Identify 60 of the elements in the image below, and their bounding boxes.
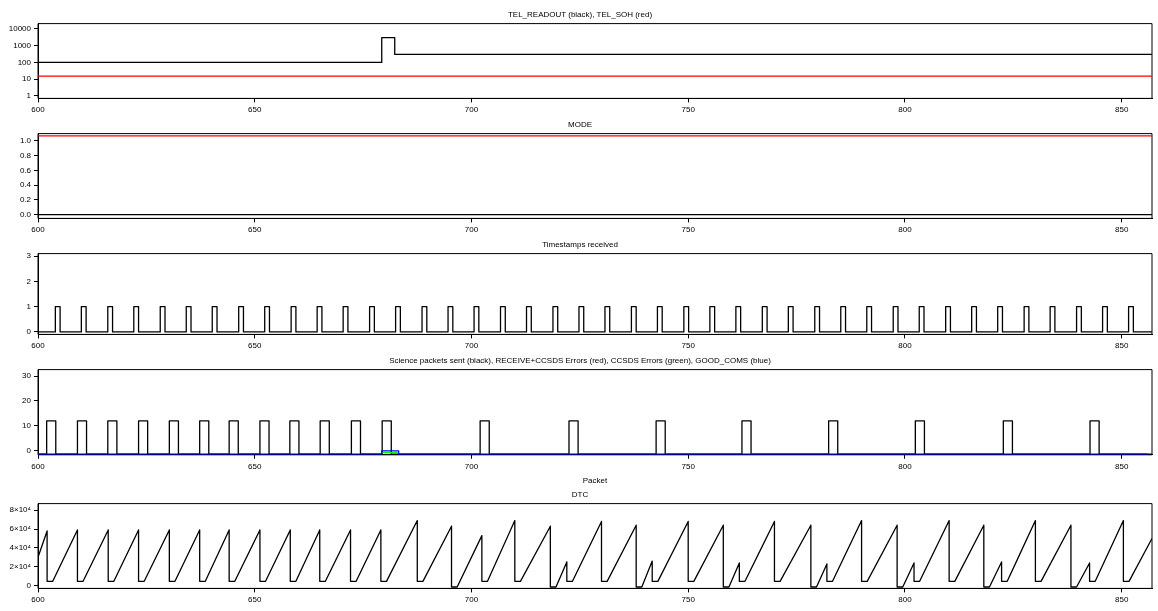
x-tick-label: 750 [681, 595, 696, 605]
y-tick-label: 0.6 [19, 165, 32, 175]
x-tick-label: 650 [248, 341, 262, 351]
x-tick-label: 700 [464, 105, 479, 115]
x-tick-label: 850 [1114, 595, 1129, 605]
x-tick-label: 700 [464, 595, 479, 605]
y-tick-label: 0.0 [19, 209, 32, 219]
y-tick-label: 8×10⁴ [9, 505, 32, 515]
y-tick-label: 1 [26, 91, 32, 101]
x-tick-label: 800 [898, 225, 913, 235]
y-tick-label: 100 [17, 57, 32, 67]
x-tick-label: 850 [1114, 461, 1129, 471]
x-tick-label: 600 [31, 341, 46, 351]
x-tick-label: 750 [681, 225, 696, 235]
y-tick-label: 2 [26, 276, 32, 286]
x-tick-label: 600 [31, 461, 46, 471]
y-tick-label: 0 [26, 446, 32, 456]
x-tick-label: 750 [681, 341, 696, 351]
y-tick-label: 20 [22, 396, 32, 406]
y-tick-label: 10000 [8, 24, 32, 34]
x-tick-label: 800 [898, 595, 913, 605]
y-tick-label: 10 [22, 74, 32, 84]
y-tick-label: 30 [22, 371, 32, 381]
x-tick-label: 800 [898, 461, 913, 471]
x-tick-label: 600 [31, 595, 46, 605]
y-tick-label: 6×10⁴ [9, 524, 32, 534]
y-tick-label: 0.2 [19, 195, 32, 205]
x-tick-label: 600 [31, 105, 46, 115]
x-tick-label: 700 [464, 225, 479, 235]
y-tick-label: 0 [26, 327, 32, 337]
chart-title: DTC [571, 490, 589, 499]
x-tick-label: 700 [464, 341, 479, 351]
x-tick-label: 750 [681, 105, 696, 115]
x-tick-label: 650 [248, 105, 262, 115]
y-tick-label: 0 [26, 580, 32, 590]
x-tick-label: 850 [1114, 225, 1129, 235]
x-axis-title: Packet [582, 476, 608, 486]
chart-title: MODE [568, 120, 592, 129]
x-tick-label: 850 [1114, 105, 1129, 115]
x-tick-label: 650 [248, 461, 262, 471]
x-tick-label: 800 [898, 105, 913, 115]
y-tick-label: 2×10⁴ [9, 561, 32, 571]
y-tick-label: 0.4 [19, 180, 32, 190]
chart-title: Science packets sent (black), RECEIVE+CCSDS Errors (red), CCSDS Errors (green), GOOD_COMS (blue) [389, 356, 772, 365]
x-tick-label: 800 [898, 341, 913, 351]
chart-title: TEL_READOUT (black), TEL_SOH (red) [507, 10, 653, 19]
y-tick-label: 3 [26, 251, 32, 261]
x-tick-label: 850 [1114, 341, 1129, 351]
x-tick-label: 700 [464, 461, 479, 471]
x-tick-label: 650 [248, 595, 262, 605]
y-tick-label: 10 [22, 421, 32, 431]
y-tick-label: 1 [26, 301, 32, 311]
x-tick-label: 750 [681, 461, 696, 471]
y-tick-label: 0.8 [19, 150, 32, 160]
y-tick-label: 1.0 [19, 136, 32, 146]
y-tick-label: 1000 [13, 40, 32, 50]
x-tick-label: 600 [31, 225, 46, 235]
y-tick-label: 4×10⁴ [9, 543, 32, 553]
chart-title: Timestamps received [542, 240, 618, 249]
x-tick-label: 650 [248, 225, 262, 235]
